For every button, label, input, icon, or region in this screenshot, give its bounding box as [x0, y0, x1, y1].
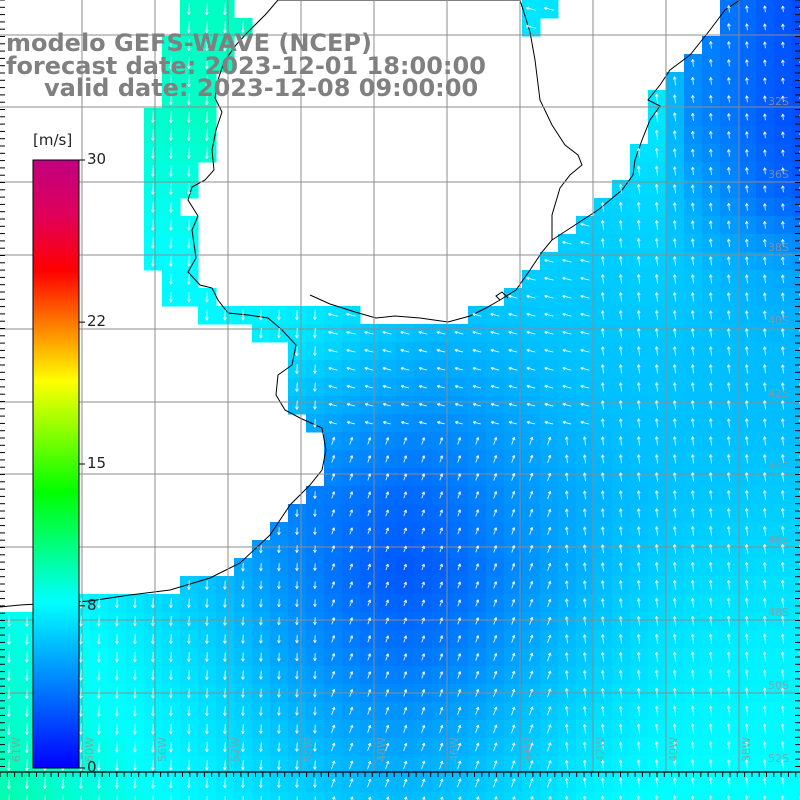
field-cell — [684, 792, 703, 800]
field-cell — [792, 504, 800, 523]
latitude-label: 42S — [768, 387, 789, 400]
longitude-label: 61W — [10, 737, 23, 762]
longitude-label: 46W — [448, 737, 461, 762]
field-cell — [648, 792, 667, 800]
latitude-label: 38S — [768, 241, 789, 254]
latitude-label: 40S — [768, 314, 789, 327]
field-cell — [792, 630, 800, 649]
field-cell — [558, 792, 577, 800]
longitude-label: 44W — [521, 737, 534, 762]
field-cell — [396, 792, 415, 800]
field-cell — [792, 180, 800, 199]
field-cell — [486, 792, 505, 800]
field-cell — [360, 792, 379, 800]
latitude-label: 36S — [768, 168, 789, 181]
latitude-label: 52S — [768, 752, 789, 765]
field-cell — [630, 792, 649, 800]
field-cell — [702, 792, 721, 800]
longitude-label: 38W — [740, 737, 753, 762]
latitude-label: 32S — [768, 95, 789, 108]
field-cell — [414, 792, 433, 800]
colorbar — [32, 159, 85, 769]
field-cell — [792, 558, 800, 577]
longitude-label: 60W — [83, 737, 96, 762]
latitude-label: 44S — [768, 460, 789, 473]
field-cell — [792, 666, 800, 685]
colorbar-tick-label: 22 — [87, 312, 107, 331]
field-cell — [378, 792, 397, 800]
field-cell — [738, 792, 757, 800]
field-cell — [720, 792, 739, 800]
field-cell — [792, 396, 800, 415]
latitude-label: 48S — [768, 606, 789, 619]
field-cell — [774, 792, 793, 800]
field-cell — [594, 792, 613, 800]
field-cell — [792, 72, 800, 91]
field-cell — [540, 792, 559, 800]
colorbar-unit: [m/s] — [33, 131, 73, 149]
field-cell — [792, 90, 800, 109]
field-cell — [792, 234, 800, 253]
field-cell — [324, 792, 343, 800]
field-cell — [792, 360, 800, 379]
title-valid-date: valid date: 2023-12-08 09:00:00 — [44, 74, 479, 102]
longitude-label: 56W — [156, 737, 169, 762]
longitude-label: 42W — [594, 737, 607, 762]
field-cell — [666, 792, 685, 800]
field-cell — [792, 540, 800, 559]
field-cell — [792, 54, 800, 73]
field-cell — [792, 576, 800, 595]
field-cell — [792, 162, 800, 181]
field-cell — [792, 738, 800, 757]
field-cell — [756, 792, 775, 800]
field-cell — [792, 288, 800, 307]
field-cell — [432, 792, 451, 800]
field-cell — [792, 324, 800, 343]
field-cell — [792, 270, 800, 289]
field-cell — [792, 0, 800, 19]
colorbar-tick-label: 15 — [87, 454, 107, 472]
field-cell — [342, 792, 361, 800]
colorbar-tick-label: 30 — [87, 150, 107, 168]
field-cell — [468, 792, 487, 800]
field-cell — [576, 792, 595, 800]
field-cell — [612, 792, 631, 800]
field-cell — [792, 342, 800, 361]
longitude-label: 50W — [302, 737, 315, 762]
field-cell — [792, 18, 800, 37]
longitude-label: 52W — [229, 737, 242, 762]
field-cell — [792, 216, 800, 235]
colorbar-tick-label: 8 — [87, 595, 97, 614]
latitude-label: 50S — [768, 679, 789, 692]
field-cell — [792, 450, 800, 469]
field-cell — [792, 468, 800, 487]
longitude-label: 40W — [667, 737, 680, 762]
field-cell — [792, 792, 800, 800]
latitude-label: 46S — [768, 533, 789, 546]
field-cell — [450, 792, 469, 800]
field-cell — [792, 198, 800, 217]
field-cell — [792, 306, 800, 325]
field-cell — [522, 792, 541, 800]
field-cell — [792, 432, 800, 451]
longitude-label: 48W — [375, 737, 388, 762]
colorbar-gradient — [32, 159, 80, 769]
field-cell — [792, 594, 800, 613]
field-cell — [792, 522, 800, 541]
field-cell — [792, 702, 800, 721]
field-cell — [792, 252, 800, 271]
field-cell — [792, 126, 800, 145]
field-cell — [792, 36, 800, 55]
field-cell — [792, 486, 800, 505]
field-cell — [504, 792, 523, 800]
